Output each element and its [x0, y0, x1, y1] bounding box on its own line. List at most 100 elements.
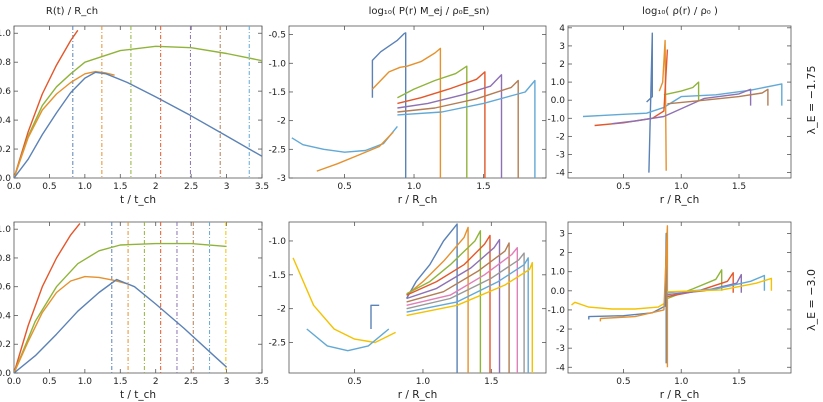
x-axis-label: r / R_ch — [398, 389, 438, 401]
y-tick-label: 1.0 — [0, 29, 11, 39]
axes-frame — [288, 221, 547, 374]
series-line — [667, 269, 723, 300]
axes-frame — [567, 25, 792, 179]
y-tick-label: -0.5 — [268, 31, 286, 41]
x-tick-label: 1.0 — [674, 182, 689, 192]
y-tick-label: 0.4 — [0, 311, 11, 321]
x-tick-label: 1.5 — [732, 377, 746, 387]
x-tick-label: 0.5 — [42, 182, 56, 192]
y-tick-label: -2.5 — [268, 145, 286, 155]
x-tick-label: 0.5 — [616, 182, 630, 192]
panel-1: 0.0 0.5 1.0 1.5 2 2.5 3 3.5 0.0 0.2 0.4 0.6 0.8 1.0 t … — [0, 25, 269, 206]
x-tick-label: 1.5 — [484, 377, 498, 387]
panel-5: 0.5 1.0 1.5 -1.0 -1.5 -2 -2.5 r / R_ch — [268, 221, 547, 401]
x-tick-label: 1.0 — [416, 377, 431, 387]
axes-frame — [288, 25, 547, 179]
series-line — [397, 71, 486, 178]
x-axis-label: r / R_ch — [660, 389, 700, 401]
y-tick-label: 0.6 — [0, 87, 11, 97]
series-line — [306, 328, 390, 352]
x-tick-label: 1.0 — [78, 377, 93, 387]
x-tick-label: 0.5 — [616, 377, 630, 387]
x-tick-label: 1.5 — [732, 182, 746, 192]
row-label-bottom: λ_E = −3.0 — [805, 269, 818, 331]
y-tick-label: -3 — [556, 150, 565, 160]
plot-area — [14, 26, 262, 178]
axes-frame — [13, 25, 263, 179]
y-tick-label: -3 — [556, 344, 565, 354]
y-tick-label: 4 — [559, 24, 565, 34]
x-tick-label: 1.5 — [113, 182, 127, 192]
plot-area — [571, 225, 773, 368]
series-line — [397, 74, 503, 178]
x-tick-label: 1.0 — [674, 377, 689, 387]
x-axis-label: r / R_ch — [398, 194, 438, 206]
y-tick-label: 0.6 — [0, 283, 11, 293]
title-radius: R(t) / R_ch — [46, 6, 98, 17]
y-tick-label: 1.0 — [551, 268, 566, 278]
x-tick-label: 0.0 — [7, 182, 22, 192]
series-line — [406, 242, 510, 373]
series-line — [397, 79, 536, 178]
series-line — [14, 242, 227, 373]
series-line — [667, 277, 773, 293]
x-tick-label: 0.5 — [42, 377, 56, 387]
series-line — [371, 32, 407, 178]
y-tick-label: -1.0 — [547, 306, 565, 316]
y-tick-label: 3 — [559, 229, 565, 239]
panel-4: 0.0 0.5 1.0 1.5 2 2.5 3 3.5 0.0 0.2 0.4 0.6 0.8 1.0 t … — [0, 221, 269, 401]
y-tick-label: 0.4 — [0, 116, 11, 126]
series-line — [370, 304, 380, 329]
y-tick-label: 1.0 — [551, 78, 566, 88]
x-tick-label: 1.5 — [113, 377, 127, 387]
row-label-top: λ_E = −1.75 — [805, 66, 818, 135]
series-line — [397, 79, 519, 178]
y-tick-label: -2 — [277, 305, 286, 315]
y-tick-label: -2.5 — [268, 339, 286, 349]
x-tick-label: 0.5 — [337, 182, 351, 192]
series-line — [663, 81, 700, 101]
series-line — [316, 131, 394, 172]
y-tick-label: 2 — [559, 60, 565, 70]
series-line — [646, 32, 653, 173]
series-line — [405, 223, 458, 373]
y-tick-label: 0.0 — [551, 96, 566, 106]
series-line — [667, 88, 769, 106]
title-pressure: log₁₀( P(r) M_ej / ρ₀E_sn) — [369, 6, 490, 17]
series-line — [14, 275, 128, 373]
axes-frame — [13, 221, 263, 374]
x-tick-label: 1.5 — [476, 182, 490, 192]
panel-6: 0.5 1.0 1.5 3 2 1.0 0.0 -1.0 -2 -3 -4 r / R_ch — [547, 221, 792, 401]
x-axis-label: t / t_ch — [120, 389, 156, 401]
x-tick-label: 3.5 — [255, 182, 269, 192]
y-tick-label: 0.2 — [0, 145, 11, 155]
x-tick-label: 0.5 — [347, 377, 361, 387]
x-tick-label: 2 — [153, 377, 159, 387]
plot-area — [582, 32, 783, 173]
series-line — [406, 234, 491, 373]
axes-frame — [567, 221, 792, 374]
y-tick-label: 0.8 — [0, 58, 11, 68]
y-tick-label: -4 — [556, 169, 565, 179]
x-tick-label: 0.0 — [7, 377, 22, 387]
y-tick-label: -1.0 — [547, 114, 565, 124]
y-tick-label: 2 — [559, 249, 565, 259]
y-tick-label: 0.8 — [0, 254, 11, 264]
series-line — [588, 232, 667, 364]
y-tick-label: -1.5 — [268, 88, 286, 98]
series-line — [611, 88, 752, 125]
x-tick-label: 3 — [224, 182, 230, 192]
y-tick-label: -4 — [556, 363, 565, 373]
y-tick-label: 0.0 — [0, 369, 11, 379]
series-line — [14, 278, 228, 373]
series-line — [406, 238, 501, 373]
title-density: log₁₀( ρ(r) / ρ₀ ) — [642, 6, 718, 17]
series-line — [406, 261, 533, 373]
y-tick-label: -2 — [277, 117, 286, 127]
y-tick-label: 0.0 — [551, 287, 566, 297]
panels-layer: 0.0 0.5 1.0 1.5 2 2.5 3 3.5 0.0 0.2 0.4 0.6 0.8 1.0 t … — [0, 24, 792, 401]
y-tick-label: -3 — [277, 174, 286, 184]
y-tick-label: -1.5 — [268, 271, 286, 281]
series-line — [582, 83, 783, 118]
x-tick-label: 3.5 — [255, 377, 269, 387]
